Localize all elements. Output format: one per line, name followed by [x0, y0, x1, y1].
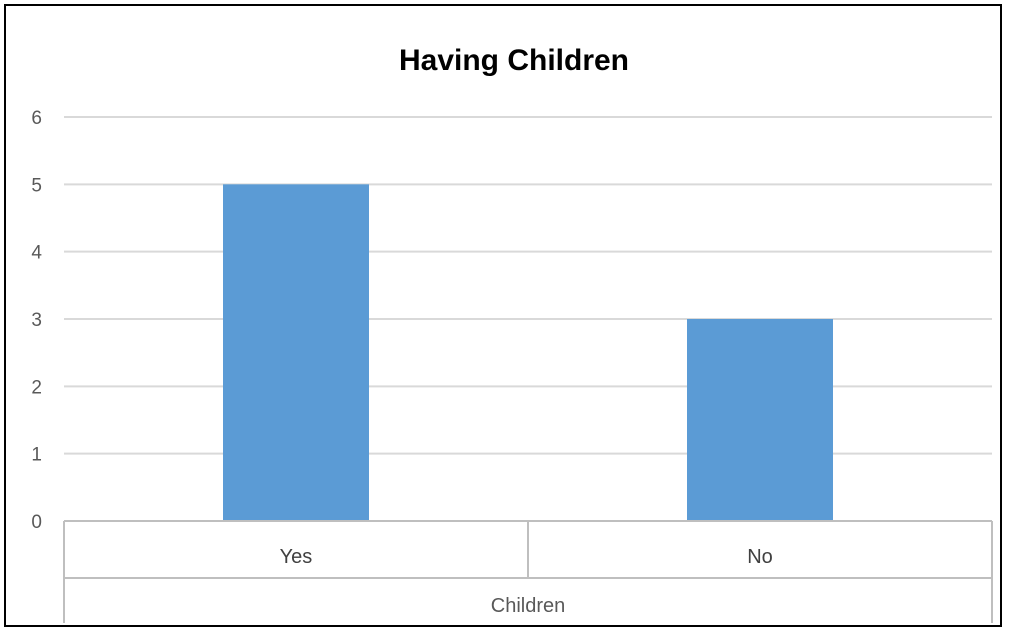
- y-tick-label: 2: [31, 377, 42, 398]
- y-tick-label: 3: [31, 310, 42, 331]
- bars: [223, 184, 833, 522]
- x-axis-categories: Yes No: [280, 546, 773, 568]
- y-tick-label: 1: [31, 445, 42, 466]
- y-axis-ticks: 0 1 2 3 4 5 6: [31, 108, 42, 533]
- y-tick-label: 5: [31, 175, 42, 196]
- bar-yes: [223, 184, 369, 522]
- gridlines: [64, 116, 992, 455]
- x-category-label: Yes: [280, 546, 313, 568]
- bar-no: [687, 319, 833, 521]
- y-tick-label: 0: [31, 512, 42, 533]
- y-tick-label: 4: [31, 243, 42, 264]
- axes: [63, 520, 993, 623]
- x-category-label: No: [747, 546, 773, 568]
- chart-title: Having Children: [399, 44, 629, 77]
- x-axis-label: Children: [491, 595, 565, 617]
- y-tick-label: 6: [31, 108, 42, 129]
- chart-frame: [4, 4, 1002, 627]
